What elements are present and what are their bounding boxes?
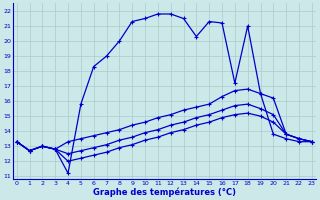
X-axis label: Graphe des températures (°C): Graphe des températures (°C) <box>93 187 236 197</box>
